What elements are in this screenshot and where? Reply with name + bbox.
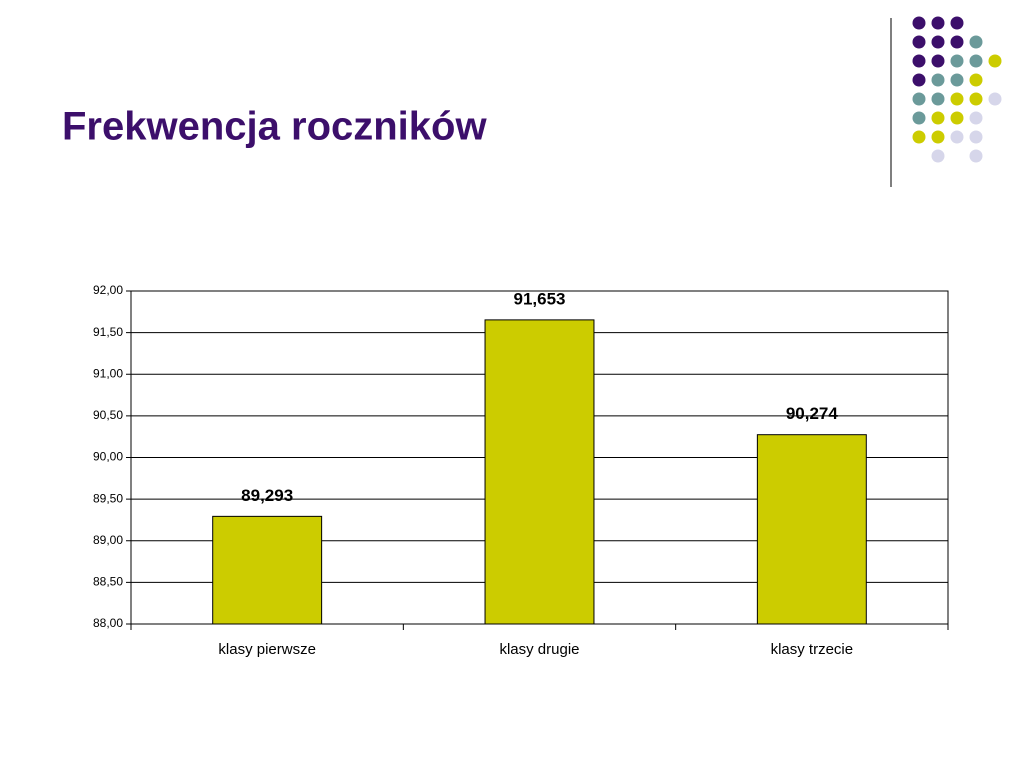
dot xyxy=(950,16,964,30)
y-tick-label: 92,00 xyxy=(93,283,123,297)
dot xyxy=(931,54,945,68)
chart-title: Frekwencja roczników xyxy=(62,105,487,149)
dot xyxy=(912,16,926,30)
dot xyxy=(969,73,983,87)
x-tick-label: klasy drugie xyxy=(499,641,579,658)
y-tick-label: 89,00 xyxy=(93,533,123,547)
value-label: 91,653 xyxy=(514,289,566,308)
dot xyxy=(912,54,926,68)
bar xyxy=(484,319,595,625)
y-tick-label: 88,00 xyxy=(93,616,123,630)
value-label: 89,293 xyxy=(241,486,293,505)
dot xyxy=(931,35,945,49)
dot xyxy=(969,92,983,106)
x-tick-label: klasy pierwsze xyxy=(218,641,316,658)
dot xyxy=(969,35,983,49)
dot xyxy=(931,73,945,87)
y-tick-label: 90,50 xyxy=(93,408,123,422)
dot xyxy=(912,92,926,106)
dot xyxy=(969,130,983,144)
y-tick-label: 88,50 xyxy=(93,575,123,589)
dot xyxy=(950,92,964,106)
dot xyxy=(950,73,964,87)
dot xyxy=(950,35,964,49)
dot xyxy=(950,130,964,144)
dot xyxy=(969,54,983,68)
dot xyxy=(931,149,945,163)
decoration xyxy=(912,16,1002,163)
dot xyxy=(969,149,983,163)
y-tick-label: 91,00 xyxy=(93,366,123,380)
y-tick-label: 91,50 xyxy=(93,325,123,339)
dot xyxy=(988,54,1002,68)
dot xyxy=(969,111,983,125)
dot xyxy=(912,73,926,87)
dot xyxy=(931,111,945,125)
dot xyxy=(912,111,926,125)
dot xyxy=(950,111,964,125)
y-tick-label: 90,00 xyxy=(93,450,123,464)
dot xyxy=(931,130,945,144)
bar xyxy=(756,434,867,625)
dot xyxy=(988,92,1002,106)
dot xyxy=(912,35,926,49)
x-tick-label: klasy trzecie xyxy=(771,641,854,658)
value-label: 90,274 xyxy=(786,404,839,423)
y-tick-label: 89,50 xyxy=(93,491,123,505)
dot xyxy=(912,130,926,144)
dot xyxy=(950,54,964,68)
dot xyxy=(931,16,945,30)
dot xyxy=(931,92,945,106)
bar xyxy=(212,515,323,625)
